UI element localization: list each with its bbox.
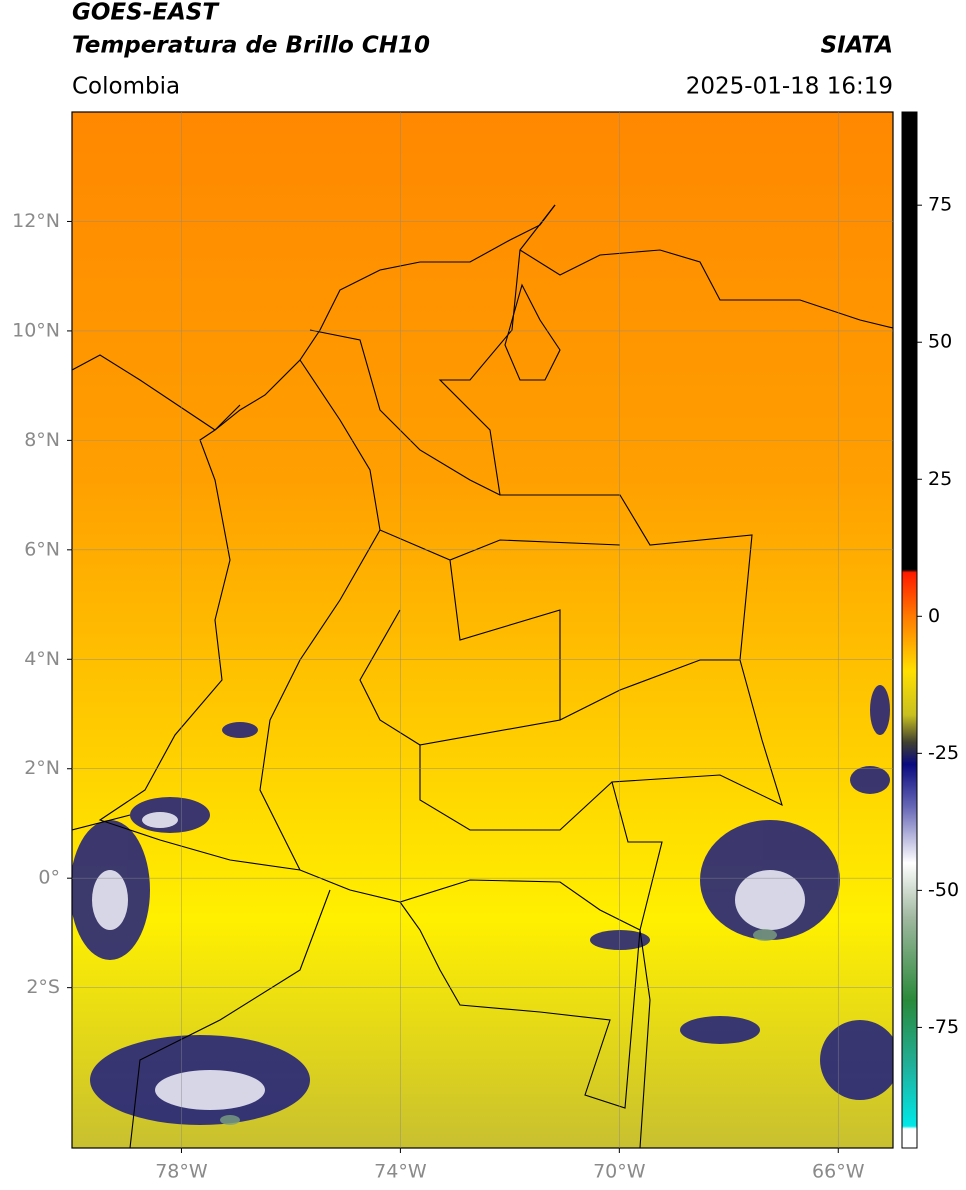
- y-tick-label: 2°N: [24, 757, 60, 779]
- y-tick-label: 8°N: [24, 429, 60, 451]
- y-tick-label: 2°S: [26, 976, 60, 998]
- y-tick-label: 6°N: [24, 538, 60, 560]
- colorbar-tick-label: 25: [928, 468, 952, 490]
- y-tick-label: 0°: [38, 867, 60, 889]
- colorbar-tick-label: -25: [928, 742, 959, 764]
- region: Colombia: [72, 74, 180, 100]
- source: SIATA: [821, 33, 893, 59]
- x-tick-label: 66°W: [812, 1161, 865, 1183]
- colorbar-tick-label: 50: [928, 331, 952, 353]
- colorbar: [901, 111, 918, 1149]
- map-image: [72, 112, 893, 1148]
- colorbar-tick-label: 75: [928, 194, 952, 216]
- x-tick-label: 74°W: [374, 1161, 427, 1183]
- colorbar-tick-label: 0: [928, 605, 940, 627]
- datetime: 2025-01-18 16:19: [686, 74, 893, 100]
- subtitle: Temperatura de Brillo CH10: [72, 33, 430, 59]
- colorbar-tick-label: -50: [928, 879, 959, 901]
- title: GOES-EAST: [72, 0, 220, 26]
- y-tick-label: 10°N: [12, 319, 60, 341]
- x-tick-label: 70°W: [593, 1161, 646, 1183]
- y-tick-label: 12°N: [12, 210, 60, 232]
- colorbar-tick-label: -75: [928, 1016, 959, 1038]
- map-frame: [71, 111, 894, 1149]
- x-tick-label: 78°W: [155, 1161, 208, 1183]
- y-tick-label: 4°N: [24, 648, 60, 670]
